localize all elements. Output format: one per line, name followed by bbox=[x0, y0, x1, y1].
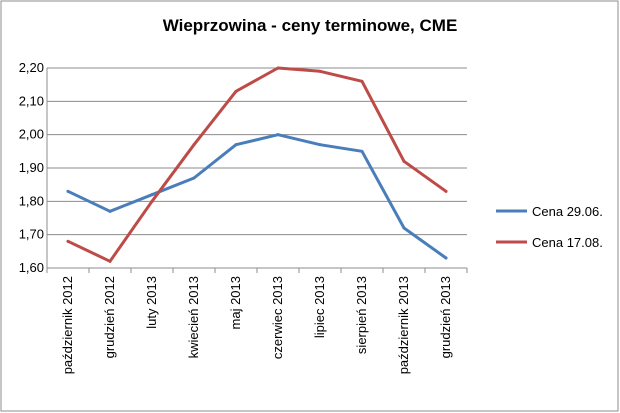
x-tick-label: maj 2013 bbox=[228, 276, 243, 329]
x-axis-ticks: październik 2012 grudzień 2012 luty 2013 kw… bbox=[60, 276, 453, 374]
x-tick-label: czerwiec 2013 bbox=[270, 276, 285, 359]
y-tick-label: 1,90 bbox=[19, 160, 44, 175]
legend-label: Cena 29.06. bbox=[532, 204, 603, 219]
x-tick-label: grudzień 2013 bbox=[438, 276, 453, 358]
data-point bbox=[444, 256, 448, 260]
series-line bbox=[66, 66, 448, 263]
data-point bbox=[276, 66, 280, 70]
y-axis-ticks: 1,60 1,70 1,80 1,90 2,00 2,10 2,20 bbox=[19, 60, 44, 275]
x-tick-label: lipiec 2013 bbox=[312, 276, 327, 338]
data-point bbox=[360, 79, 364, 83]
data-point bbox=[444, 189, 448, 193]
y-tick-label: 1,60 bbox=[19, 260, 44, 275]
data-point bbox=[234, 89, 238, 93]
data-point bbox=[192, 143, 196, 147]
data-point bbox=[318, 69, 322, 73]
data-point bbox=[108, 209, 112, 213]
x-tick-label: luty 2013 bbox=[144, 276, 159, 329]
data-point bbox=[402, 159, 406, 163]
legend-label: Cena 17.08. bbox=[532, 235, 603, 250]
x-tick-label: grudzień 2012 bbox=[102, 276, 117, 358]
y-tick-label: 2,10 bbox=[19, 93, 44, 108]
data-point bbox=[150, 193, 154, 197]
y-tick-label: 1,70 bbox=[19, 227, 44, 242]
x-tick-label: kwiecień 2013 bbox=[186, 276, 201, 358]
chart-title: Wieprzowina - ceny terminowe, CME bbox=[163, 16, 458, 35]
data-point bbox=[402, 226, 406, 230]
y-tick-label: 2,00 bbox=[19, 127, 44, 142]
data-point bbox=[66, 239, 70, 243]
series-lines bbox=[66, 66, 448, 263]
data-point bbox=[192, 176, 196, 180]
data-point bbox=[234, 143, 238, 147]
x-tick-label: październik 2012 bbox=[60, 276, 75, 374]
legend: Cena 29.06. Cena 17.08. bbox=[496, 204, 603, 250]
data-point bbox=[360, 149, 364, 153]
x-tick-label: sierpień 2013 bbox=[354, 276, 369, 354]
data-point bbox=[108, 259, 112, 263]
y-tick-label: 1,80 bbox=[19, 193, 44, 208]
data-point bbox=[150, 199, 154, 203]
data-point bbox=[66, 189, 70, 193]
grid bbox=[46, 67, 468, 273]
data-point bbox=[276, 133, 280, 137]
series-line bbox=[66, 133, 448, 260]
x-tick-label: październik 2013 bbox=[396, 276, 411, 374]
data-point bbox=[318, 143, 322, 147]
y-tick-label: 2,20 bbox=[19, 60, 44, 75]
